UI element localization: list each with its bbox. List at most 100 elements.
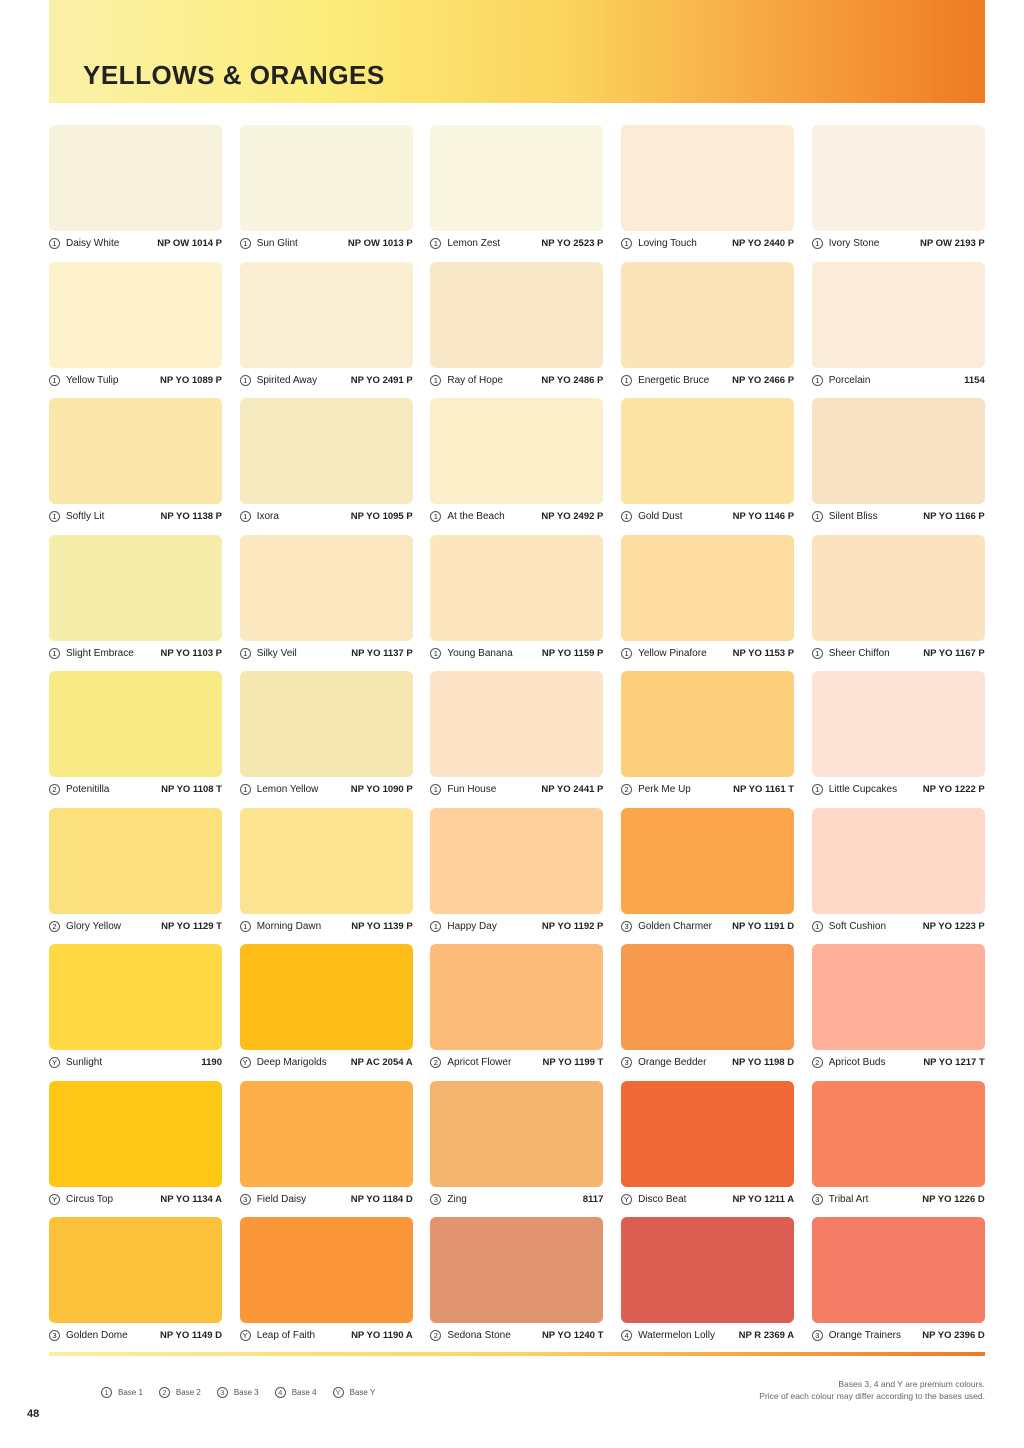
colour-card[interactable]: 1 Porcelain 1154 bbox=[811, 261, 985, 399]
colour-swatch[interactable] bbox=[49, 398, 222, 504]
colour-card[interactable]: 1 Loving Touch NP YO 2440 P bbox=[621, 125, 795, 262]
colour-card[interactable]: 1 Ixora NP YO 1095 P bbox=[239, 398, 413, 535]
colour-swatch[interactable] bbox=[430, 125, 604, 231]
colour-card[interactable]: 1 Yellow Pinafore NP YO 1153 P bbox=[621, 534, 795, 672]
colour-card[interactable]: 1 Ray of Hope NP YO 2486 P bbox=[430, 261, 604, 399]
colour-code: NP YO 1211 A bbox=[732, 1193, 795, 1205]
colour-swatch[interactable] bbox=[811, 398, 985, 504]
colour-name: Sun Glint bbox=[256, 238, 298, 249]
colour-code: NP YO 1198 D bbox=[732, 1057, 795, 1068]
colour-code: NP YO 1108 T bbox=[161, 784, 222, 795]
colour-card[interactable]: Y Leap of Faith NP YO 1190 A bbox=[239, 1217, 413, 1354]
colour-swatch[interactable] bbox=[621, 1217, 795, 1323]
colour-swatch[interactable] bbox=[239, 534, 413, 641]
colour-swatch[interactable] bbox=[811, 671, 985, 777]
colour-card[interactable]: 2 Sedona Stone NP YO 1240 T bbox=[430, 1217, 604, 1354]
colour-swatch[interactable] bbox=[621, 261, 795, 368]
colour-card[interactable]: 1 Silent Bliss NP YO 1166 P bbox=[811, 398, 985, 535]
colour-swatch[interactable] bbox=[239, 1080, 413, 1187]
colour-card[interactable]: 2 Potenitilla NP YO 1108 T bbox=[49, 671, 222, 808]
colour-swatch[interactable] bbox=[811, 1080, 985, 1187]
colour-swatch[interactable] bbox=[239, 1217, 413, 1323]
colour-card[interactable]: 2 Apricot Flower NP YO 1199 T bbox=[430, 944, 604, 1081]
colour-swatch[interactable] bbox=[49, 1080, 222, 1187]
colour-card[interactable]: 1 Daisy White NP OW 1014 P bbox=[49, 125, 222, 262]
colour-card[interactable]: 3 Zing 8117 bbox=[430, 1080, 604, 1218]
colour-name: Golden Dome bbox=[66, 1330, 128, 1341]
colour-card[interactable]: 1 At the Beach NP YO 2492 P bbox=[430, 398, 604, 535]
colour-swatch[interactable] bbox=[430, 671, 604, 777]
colour-swatch[interactable] bbox=[621, 944, 795, 1050]
colour-swatch[interactable] bbox=[811, 261, 985, 368]
colour-card[interactable]: 1 Yellow Tulip NP YO 1089 P bbox=[49, 261, 222, 399]
colour-swatch[interactable] bbox=[239, 125, 413, 231]
colour-swatch[interactable] bbox=[811, 807, 985, 914]
colour-code: 1154 bbox=[964, 374, 985, 386]
colour-swatch[interactable] bbox=[811, 1217, 985, 1323]
colour-swatch[interactable] bbox=[49, 534, 222, 641]
colour-swatch[interactable] bbox=[811, 944, 985, 1050]
base-badge-icon: 2 bbox=[49, 920, 60, 932]
colour-card[interactable]: Y Circus Top NP YO 1134 A bbox=[49, 1080, 222, 1218]
base-badge-icon: 1 bbox=[101, 1387, 112, 1398]
colour-swatch[interactable] bbox=[49, 1217, 222, 1323]
colour-card[interactable]: 1 Ivory Stone NP OW 2193 P bbox=[811, 125, 985, 262]
colour-card[interactable]: Y Deep Marigolds NP AC 2054 A bbox=[239, 944, 413, 1081]
colour-card[interactable]: 1 Energetic Bruce NP YO 2466 P bbox=[621, 261, 795, 399]
colour-swatch[interactable] bbox=[239, 807, 413, 914]
colour-card[interactable]: 1 Lemon Zest NP YO 2523 P bbox=[430, 125, 604, 262]
colour-swatch[interactable] bbox=[239, 671, 413, 777]
colour-swatch[interactable] bbox=[430, 1217, 604, 1323]
colour-card[interactable]: 1 Soft Cushion NP YO 1223 P bbox=[811, 807, 985, 945]
colour-swatch[interactable] bbox=[811, 534, 985, 641]
colour-swatch[interactable] bbox=[430, 261, 604, 368]
colour-swatch[interactable] bbox=[239, 944, 413, 1050]
colour-card[interactable]: 1 Gold Dust NP YO 1146 P bbox=[621, 398, 795, 535]
colour-swatch[interactable] bbox=[49, 125, 222, 231]
colour-swatch[interactable] bbox=[49, 671, 222, 777]
colour-swatch[interactable] bbox=[430, 398, 604, 504]
colour-card[interactable]: 1 Morning Dawn NP YO 1139 P bbox=[239, 807, 413, 945]
colour-swatch[interactable] bbox=[49, 807, 222, 914]
colour-swatch[interactable] bbox=[811, 125, 985, 231]
colour-card[interactable]: 3 Orange Bedder NP YO 1198 D bbox=[621, 944, 795, 1081]
colour-card[interactable]: Y Sunlight 1190 bbox=[49, 944, 222, 1081]
colour-card[interactable]: 1 Softly Lit NP YO 1138 P bbox=[49, 398, 222, 535]
colour-swatch[interactable] bbox=[621, 807, 795, 914]
colour-swatch[interactable] bbox=[621, 1080, 795, 1187]
colour-card[interactable]: 2 Glory Yellow NP YO 1129 T bbox=[49, 807, 222, 945]
colour-code: NP YO 1146 P bbox=[732, 511, 795, 522]
colour-card[interactable]: 3 Field Daisy NP YO 1184 D bbox=[239, 1080, 413, 1218]
colour-card[interactable]: 1 Silky Veil NP YO 1137 P bbox=[239, 534, 413, 672]
colour-card[interactable]: 1 Sun Glint NP OW 1013 P bbox=[239, 125, 413, 262]
colour-swatch[interactable] bbox=[621, 125, 795, 231]
colour-swatch[interactable] bbox=[430, 534, 604, 641]
colour-swatch[interactable] bbox=[430, 807, 604, 914]
colour-swatch[interactable] bbox=[621, 398, 795, 504]
colour-card[interactable]: 2 Perk Me Up NP YO 1161 T bbox=[621, 671, 795, 808]
colour-card[interactable]: 1 Lemon Yellow NP YO 1090 P bbox=[239, 671, 413, 808]
colour-card[interactable]: 3 Golden Charmer NP YO 1191 D bbox=[621, 807, 795, 945]
colour-card[interactable]: 1 Sheer Chiffon NP YO 1167 P bbox=[811, 534, 985, 672]
colour-card[interactable]: 3 Tribal Art NP YO 1226 D bbox=[811, 1080, 985, 1218]
colour-card[interactable]: 3 Golden Dome NP YO 1149 D bbox=[49, 1217, 222, 1354]
colour-swatch[interactable] bbox=[49, 261, 222, 368]
colour-swatch[interactable] bbox=[49, 944, 222, 1050]
colour-card[interactable]: 3 Orange Trainers NP YO 2396 D bbox=[811, 1217, 985, 1354]
colour-swatch[interactable] bbox=[430, 944, 604, 1050]
colour-name: At the Beach bbox=[447, 511, 505, 522]
colour-card[interactable]: 1 Fun House NP YO 2441 P bbox=[430, 671, 604, 808]
colour-card[interactable]: Y Disco Beat NP YO 1211 A bbox=[621, 1080, 795, 1218]
colour-card[interactable]: 1 Little Cupcakes NP YO 1222 P bbox=[811, 671, 985, 808]
colour-card[interactable]: 4 Watermelon Lolly NP R 2369 A bbox=[621, 1217, 795, 1354]
colour-card[interactable]: 2 Apricot Buds NP YO 1217 T bbox=[811, 944, 985, 1081]
colour-card[interactable]: 1 Happy Day NP YO 1192 P bbox=[430, 807, 604, 945]
colour-swatch[interactable] bbox=[430, 1080, 604, 1187]
colour-card[interactable]: 1 Slight Embrace NP YO 1103 P bbox=[49, 534, 222, 672]
colour-swatch[interactable] bbox=[239, 261, 413, 368]
colour-card[interactable]: 1 Spirited Away NP YO 2491 P bbox=[239, 261, 413, 399]
colour-card[interactable]: 1 Young Banana NP YO 1159 P bbox=[430, 534, 604, 672]
colour-swatch[interactable] bbox=[621, 534, 795, 641]
colour-swatch[interactable] bbox=[621, 671, 795, 777]
colour-swatch[interactable] bbox=[239, 398, 413, 504]
